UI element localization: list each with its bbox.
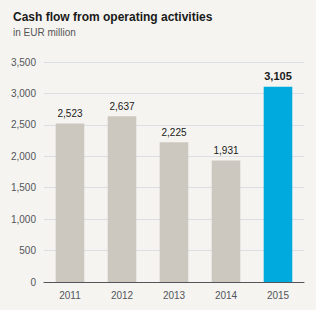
- svg-text:2,000: 2,000: [11, 151, 36, 162]
- svg-text:2012: 2012: [111, 290, 134, 301]
- svg-text:0: 0: [30, 277, 36, 288]
- svg-text:3,000: 3,000: [11, 88, 36, 99]
- svg-text:1,931: 1,931: [213, 145, 238, 156]
- svg-text:3,500: 3,500: [11, 57, 36, 68]
- svg-text:2,500: 2,500: [11, 119, 36, 130]
- svg-text:500: 500: [19, 245, 36, 256]
- svg-text:in EUR million: in EUR million: [13, 27, 76, 38]
- svg-text:2,523: 2,523: [57, 108, 82, 119]
- svg-text:2013: 2013: [163, 290, 186, 301]
- svg-text:2011: 2011: [59, 290, 81, 301]
- svg-text:2014: 2014: [215, 290, 238, 301]
- svg-text:1,500: 1,500: [11, 182, 36, 193]
- svg-text:3,105: 3,105: [264, 70, 292, 82]
- svg-text:2015: 2015: [267, 290, 290, 301]
- svg-text:Cash flow from operating activ: Cash flow from operating activities: [13, 10, 213, 24]
- svg-text:1,000: 1,000: [11, 214, 36, 225]
- svg-text:2,225: 2,225: [161, 127, 186, 138]
- svg-text:2,637: 2,637: [109, 101, 134, 112]
